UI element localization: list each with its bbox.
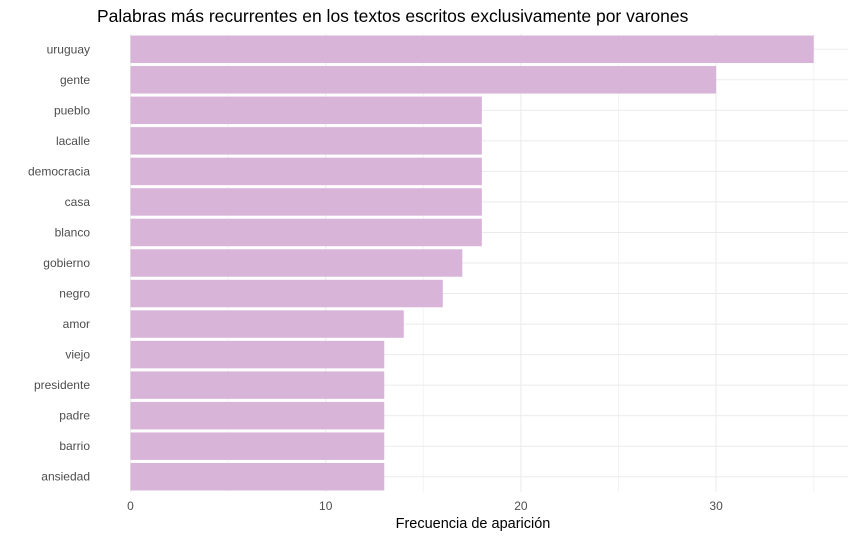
y-tick-label: amor xyxy=(63,317,90,331)
bar-lacalle xyxy=(130,127,482,155)
y-tick-label: gente xyxy=(60,73,90,87)
bar-presidente xyxy=(130,371,385,399)
bar-viejo xyxy=(130,340,385,369)
y-tick-label: gobierno xyxy=(43,256,90,270)
bar-gente xyxy=(130,66,717,94)
x-tick-label: 0 xyxy=(127,499,134,513)
bar-democracia xyxy=(130,157,482,186)
bar-amor xyxy=(130,310,404,338)
y-tick-labels: uruguay gente pueblo lacalle democracia casa b… xyxy=(28,42,90,483)
bar-uruguay xyxy=(130,35,814,64)
y-tick-label: democracia xyxy=(28,164,90,178)
bar-gobierno xyxy=(130,249,463,277)
bar-casa xyxy=(130,188,482,216)
y-tick-label: padre xyxy=(59,409,90,423)
y-tick-label: ansiedad xyxy=(41,470,90,484)
y-tick-label: presidente xyxy=(34,378,90,392)
y-tick-label: lacalle xyxy=(56,134,90,148)
y-tick-label: casa xyxy=(65,195,91,209)
y-tick-label: pueblo xyxy=(54,103,90,117)
y-tick-label: uruguay xyxy=(47,42,90,56)
y-tick-label: negro xyxy=(59,287,90,301)
bar-pueblo xyxy=(130,96,482,125)
y-tick-label: blanco xyxy=(55,225,91,239)
bar-barrio xyxy=(130,432,385,460)
bar-blanco xyxy=(130,218,482,247)
x-tick-label: 20 xyxy=(514,499,528,513)
y-tick-label: barrio xyxy=(59,439,90,453)
bars-layer xyxy=(130,35,814,491)
bar-ansiedad xyxy=(130,462,385,491)
y-tick-label: viejo xyxy=(65,348,90,362)
bar-padre xyxy=(130,401,385,430)
x-tick-label: 10 xyxy=(319,499,333,513)
x-axis-label: Frecuencia de aparición xyxy=(396,516,551,532)
bar-negro xyxy=(130,279,443,308)
x-tick-label: 30 xyxy=(709,499,723,513)
x-tick-labels: 0 10 20 30 xyxy=(127,499,723,513)
chart-title: Palabras más recurrentes en los textos e… xyxy=(97,6,689,26)
